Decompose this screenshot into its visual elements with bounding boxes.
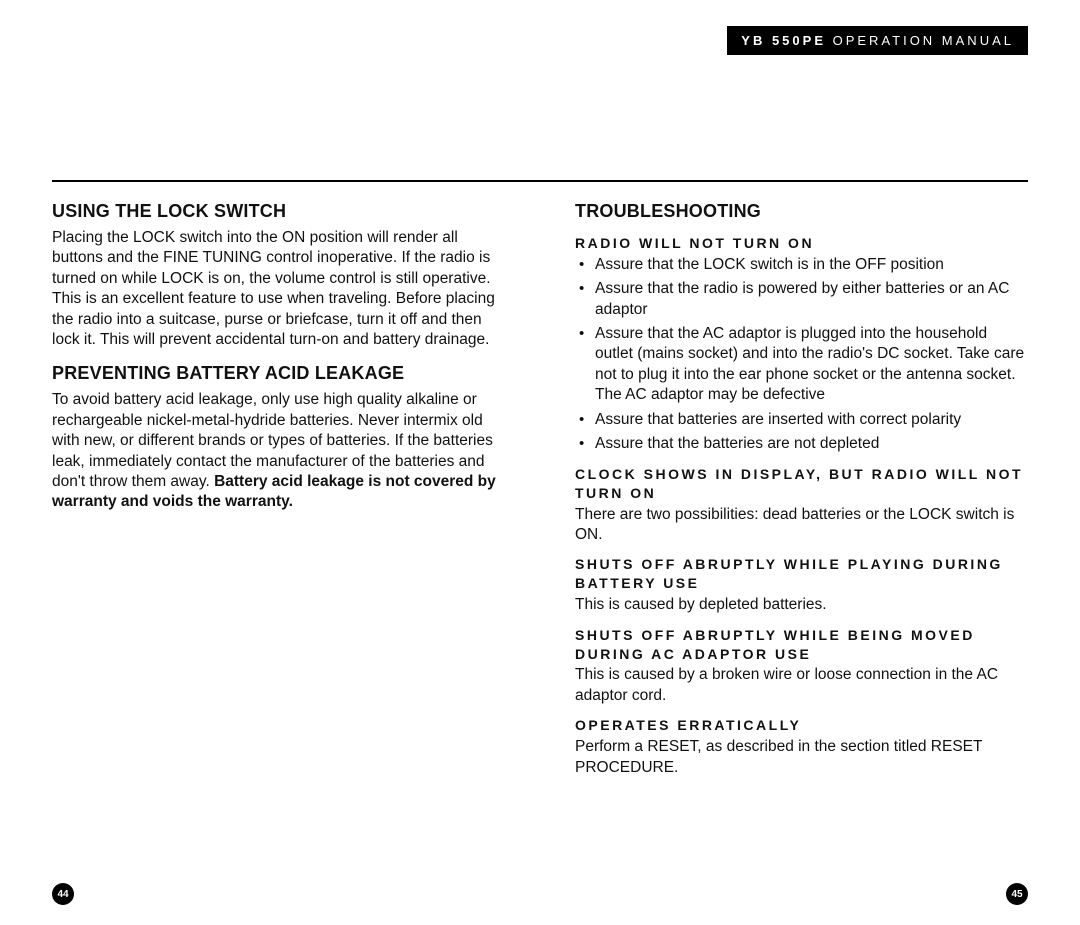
left-column: USING THE LOCK SWITCH Placing the LOCK s… [52,196,505,905]
sub-heading-shuts-batt: SHUTS OFF ABRUPTLY WHILE PLAYING DURING … [575,555,1028,593]
list-item: Assure that batteries are inserted with … [575,410,1028,430]
list-item: Assure that the radio is powered by eith… [575,279,1028,320]
sub-body-clock: There are two possibilities: dead batter… [575,505,1028,546]
page-number-right: 45 [1006,883,1028,905]
page-number-left: 44 [52,883,74,905]
horizontal-rule [52,180,1028,182]
bullet-list-radio-off: Assure that the LOCK switch is in the OF… [575,255,1028,455]
sub-body-shuts-batt: This is caused by depleted batteries. [575,595,1028,615]
list-item: Assure that the batteries are not deplet… [575,434,1028,454]
list-item: Assure that the AC adaptor is plugged in… [575,324,1028,406]
right-column: TROUBLESHOOTING RADIO WILL NOT TURN ON A… [575,196,1028,905]
sub-heading-clock: CLOCK SHOWS IN DISPLAY, BUT RADIO WILL N… [575,465,1028,503]
section-body-battery: To avoid battery acid leakage, only use … [52,390,505,513]
columns: USING THE LOCK SWITCH Placing the LOCK s… [52,196,1028,905]
header-model: YB 550PE [741,33,826,48]
list-item: Assure that the LOCK switch is in the OF… [575,255,1028,275]
section-heading-lock: USING THE LOCK SWITCH [52,200,505,224]
header-bar: YB 550PE OPERATION MANUAL [727,26,1028,55]
sub-heading-shuts-ac: SHUTS OFF ABRUPTLY WHILE BEING MOVED DUR… [575,626,1028,664]
sub-heading-radio-off: RADIO WILL NOT TURN ON [575,234,1028,253]
sub-body-erratic: Perform a RESET, as described in the sec… [575,737,1028,778]
section-heading-troubleshooting: TROUBLESHOOTING [575,200,1028,224]
header-suffix: OPERATION MANUAL [826,33,1014,48]
sub-body-shuts-ac: This is caused by a broken wire or loose… [575,665,1028,706]
section-heading-battery: PREVENTING BATTERY ACID LEAKAGE [52,362,505,386]
sub-heading-erratic: OPERATES ERRATICALLY [575,716,1028,735]
manual-spread: YB 550PE OPERATION MANUAL USING THE LOCK… [0,0,1080,925]
section-body-lock: Placing the LOCK switch into the ON posi… [52,228,505,351]
